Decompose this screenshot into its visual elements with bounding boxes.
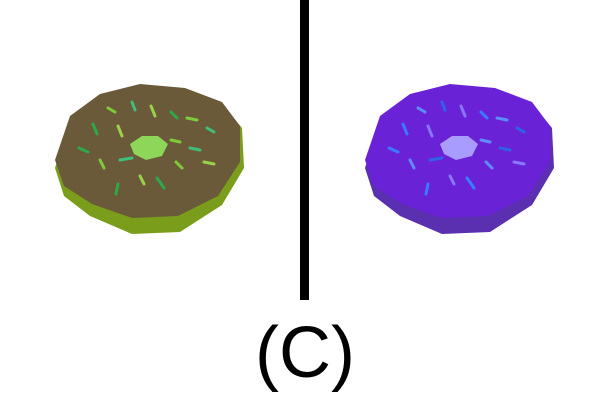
vertical-divider <box>300 0 309 300</box>
sprinkle <box>205 126 216 134</box>
sprinkle <box>188 146 202 152</box>
sprinkle <box>401 122 409 136</box>
sprinkle <box>408 158 416 170</box>
sprinkle <box>515 126 526 134</box>
sprinkle <box>459 104 467 118</box>
sprinkle <box>169 138 182 144</box>
sprinkle <box>495 116 509 122</box>
sprinkle <box>498 146 512 152</box>
sprinkle <box>91 122 99 136</box>
donut-hole-inner <box>446 142 474 156</box>
sprinkle <box>149 104 157 118</box>
donut-hole-inner <box>136 142 164 156</box>
sprinkle <box>116 124 124 138</box>
sprinkle <box>479 138 492 144</box>
sprinkle <box>484 160 494 170</box>
right-image-panel <box>310 0 610 300</box>
sprinkle <box>174 160 184 170</box>
sprinkle <box>118 156 134 162</box>
sprinkle <box>387 146 400 154</box>
sprinkle <box>426 124 434 138</box>
sprinkle <box>138 174 146 186</box>
purple-donut-image <box>365 84 554 234</box>
caption-label: (C) <box>255 313 355 393</box>
sprinkle <box>440 100 447 112</box>
sprinkle <box>202 160 216 166</box>
sprinkle <box>155 176 166 190</box>
sprinkle <box>416 106 427 114</box>
sprinkle <box>512 160 526 166</box>
sprinkle <box>424 182 430 196</box>
sprinkle <box>106 106 117 114</box>
green-donut-image <box>55 84 244 234</box>
sprinkle <box>448 174 456 186</box>
sprinkle <box>465 176 476 190</box>
sprinkle <box>77 146 90 154</box>
sprinkle <box>428 156 444 162</box>
left-image-panel <box>0 0 300 300</box>
sprinkles-group <box>77 100 216 196</box>
sprinkle <box>130 100 137 112</box>
sprinkle <box>169 110 179 120</box>
sprinkle <box>185 116 199 122</box>
sprinkle <box>114 182 120 196</box>
sprinkle <box>479 110 489 120</box>
sprinkles-group <box>387 100 526 196</box>
sprinkle <box>98 158 106 170</box>
